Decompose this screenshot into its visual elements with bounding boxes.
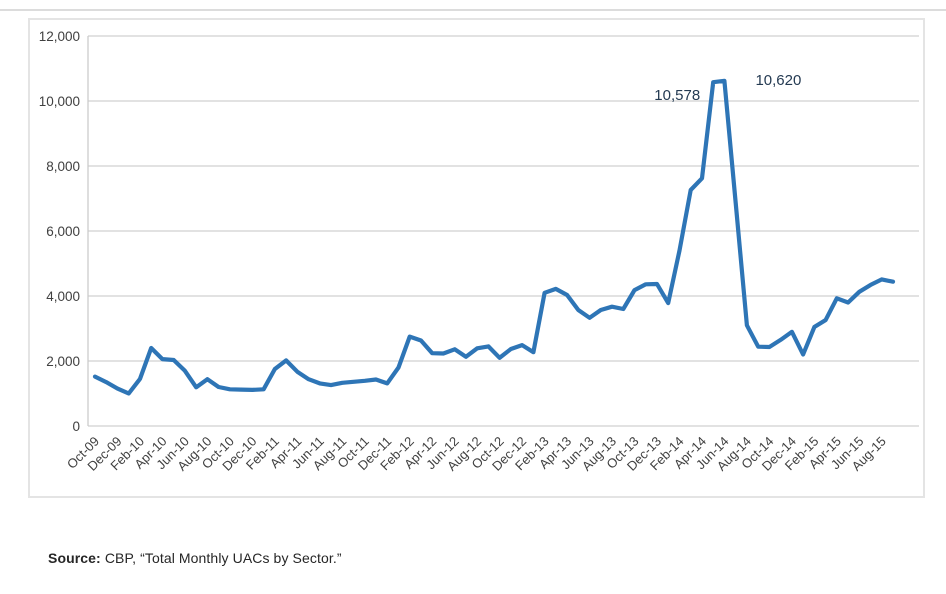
source-label: Source: <box>48 550 101 566</box>
y-tick-label: 8,000 <box>46 159 80 174</box>
y-tick-label: 12,000 <box>39 29 80 44</box>
chart-container: 0 2,000 4,000 6,000 8,000 10,000 12,000 Oct-09 D… <box>28 18 925 498</box>
uac-series-line <box>92 78 896 396</box>
uac-monthly-line-chart: 02,0004,0006,0008,00010,00012,000Oct-09D… <box>39 29 919 474</box>
y-tick-label: 6,000 <box>46 224 80 239</box>
y-tick-label: 10,000 <box>39 94 80 109</box>
peak-data-label: 10,578 <box>654 87 700 104</box>
source-text: CBP, “Total Monthly UACs by Sector.” <box>100 550 342 566</box>
source-note: Source: CBP, “Total Monthly UACs by Sect… <box>48 550 342 566</box>
y-tick-label: 2,000 <box>46 354 80 369</box>
peak-data-label: 10,620 <box>755 72 801 89</box>
y-tick-label: 0 <box>72 419 80 434</box>
top-divider <box>0 9 946 11</box>
y-tick-label: 4,000 <box>46 289 80 304</box>
